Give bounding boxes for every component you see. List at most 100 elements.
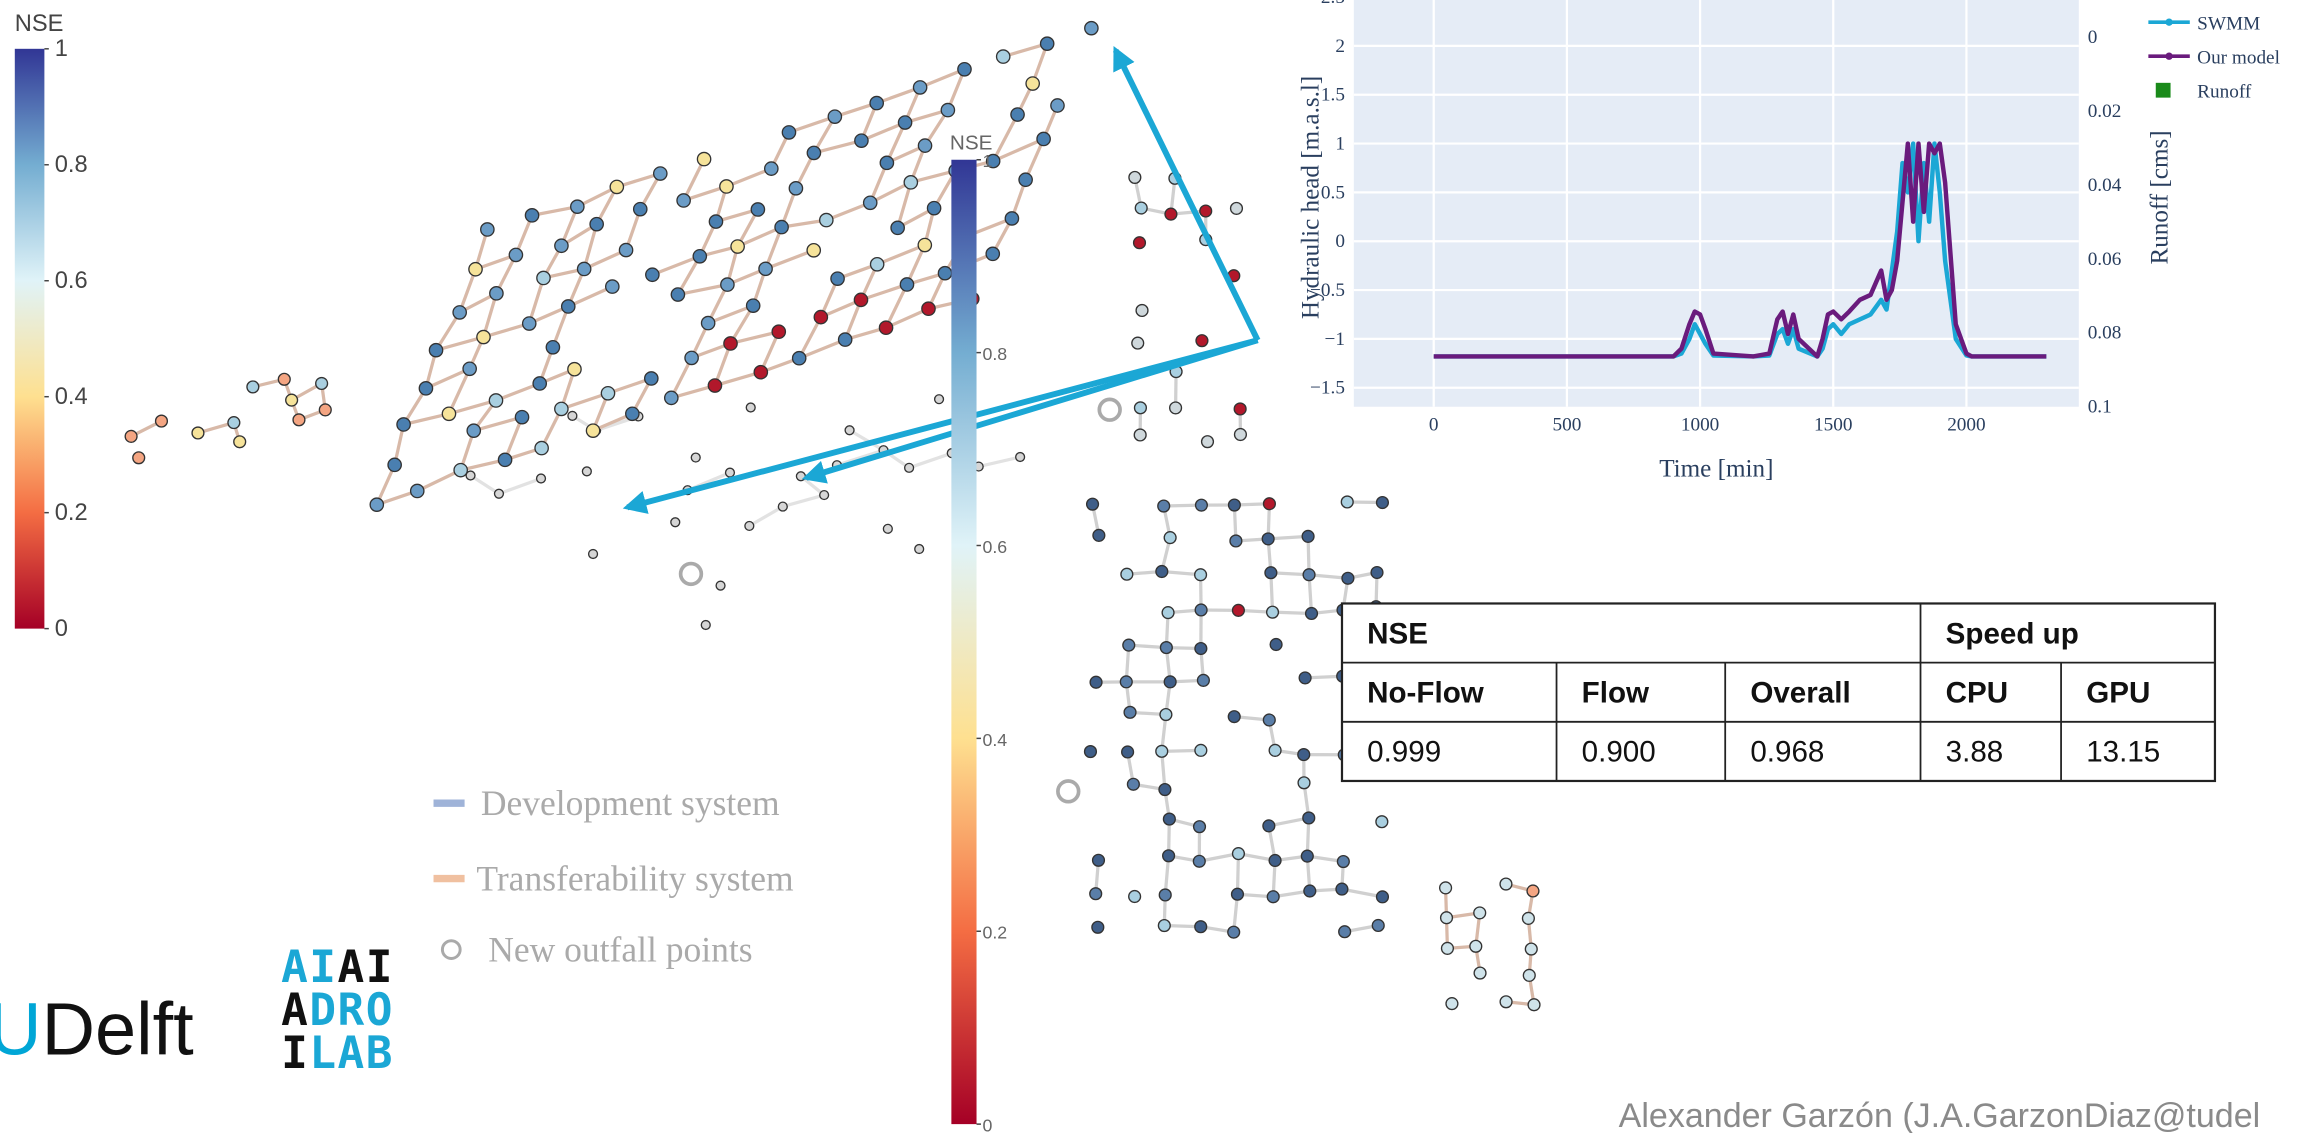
node: [1011, 108, 1024, 121]
node: [701, 316, 714, 329]
node: [467, 424, 480, 437]
node: [454, 463, 467, 476]
node: [1446, 998, 1458, 1010]
node: [1270, 639, 1282, 651]
y2-axis-title: Runoff [cms]: [2147, 130, 2174, 264]
node: [1163, 850, 1175, 862]
node: [1195, 643, 1207, 655]
node: [601, 387, 614, 400]
node: [1267, 606, 1279, 618]
node: [477, 330, 490, 343]
node: [1298, 749, 1310, 761]
node: [772, 325, 785, 338]
node: [708, 379, 721, 392]
colorbar-tick-label: 0.4: [982, 730, 1007, 750]
node: [1016, 453, 1025, 462]
node: [1093, 854, 1105, 866]
node: [831, 272, 844, 285]
node: [546, 341, 559, 354]
node: [1474, 967, 1486, 979]
node: [156, 415, 168, 427]
colorbar-tick-label: 0.6: [55, 268, 88, 294]
node: [1163, 813, 1175, 825]
node: [523, 317, 536, 330]
node: [685, 351, 698, 364]
node: [509, 248, 522, 261]
node: [234, 436, 246, 448]
node: [1522, 912, 1534, 924]
colorbar: [951, 160, 976, 1124]
legend-swatch: [2165, 53, 2172, 60]
colorbar-tick-label: 0.8: [55, 152, 88, 178]
node: [1342, 572, 1354, 584]
node: [1263, 714, 1275, 726]
node: [1159, 889, 1171, 901]
node: [1527, 885, 1539, 897]
node: [1051, 99, 1064, 112]
node: [319, 404, 331, 416]
node: [1376, 816, 1388, 828]
node: [1298, 777, 1310, 789]
node: [489, 394, 502, 407]
legend-swatch: [2165, 18, 2172, 25]
node: [1134, 429, 1146, 441]
node: [1228, 499, 1240, 511]
colorbar: [15, 49, 45, 629]
node: [1135, 202, 1147, 214]
node: [1301, 850, 1313, 862]
y2-tick-label: 0.04: [2088, 175, 2122, 196]
node: [1005, 212, 1018, 225]
node: [709, 215, 722, 228]
node: [411, 484, 424, 497]
colorbar-tick-label: 0.2: [55, 500, 88, 526]
node: [986, 247, 999, 260]
node: [775, 220, 788, 233]
node: [854, 293, 867, 306]
node: [370, 498, 383, 511]
node: [898, 116, 911, 129]
node: [677, 194, 690, 207]
node: [1262, 533, 1274, 545]
node: [1232, 888, 1244, 900]
node: [498, 453, 511, 466]
node: [1371, 567, 1383, 579]
node: [1164, 676, 1176, 688]
node: [1120, 676, 1132, 688]
pipe: [749, 507, 782, 526]
node: [286, 394, 298, 406]
x-tick-label: 1500: [1814, 414, 1852, 435]
node: [793, 352, 806, 365]
node: [870, 96, 883, 109]
pipe: [909, 453, 952, 468]
node: [671, 518, 680, 527]
node: [693, 250, 706, 263]
node: [807, 146, 820, 159]
legend-label: New outfall points: [488, 929, 752, 969]
node: [1156, 745, 1168, 757]
table-cell: 0.999: [1367, 736, 1441, 769]
colorbar-tick-label: 0.4: [55, 384, 88, 410]
node: [720, 180, 733, 193]
node: [751, 203, 764, 216]
node: [192, 427, 204, 439]
outfall: [1099, 399, 1120, 420]
node: [1041, 37, 1054, 50]
node: [1090, 676, 1102, 688]
node: [1269, 744, 1281, 756]
outfall: [1058, 781, 1079, 802]
node: [397, 418, 410, 431]
node: [814, 310, 827, 323]
node: [828, 110, 841, 123]
node: [1124, 706, 1136, 718]
node: [671, 288, 684, 301]
node: [716, 581, 725, 590]
node: [1019, 173, 1032, 186]
x-tick-label: 500: [1552, 414, 1581, 435]
node: [1195, 921, 1207, 933]
node: [1377, 497, 1389, 509]
node: [316, 378, 328, 390]
node: [590, 218, 603, 231]
node: [691, 453, 700, 462]
node: [278, 373, 290, 385]
node: [1302, 530, 1314, 542]
